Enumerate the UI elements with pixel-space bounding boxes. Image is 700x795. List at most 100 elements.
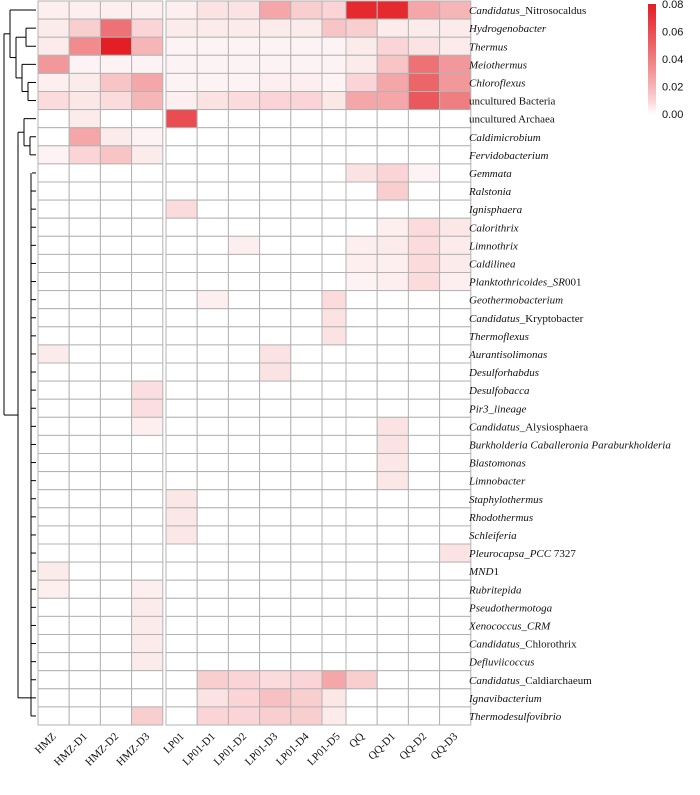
heatmap-cell <box>196 163 229 183</box>
heatmap-cell <box>165 127 198 147</box>
row-label: Caldilinea <box>469 258 516 270</box>
heatmap-cell <box>196 0 229 20</box>
heatmap-cell <box>37 326 70 346</box>
heatmap-cell <box>99 380 133 400</box>
heatmap-cell <box>290 145 323 165</box>
heatmap-cell <box>290 0 323 20</box>
row-label: Thermus <box>469 41 508 53</box>
heatmap-cell <box>131 18 164 38</box>
heatmap-cell <box>227 272 261 292</box>
heatmap-cell <box>227 688 261 708</box>
heatmap-cell <box>131 489 164 509</box>
heatmap-cell <box>407 380 441 400</box>
heatmap-cell <box>376 380 409 400</box>
heatmap-cell <box>99 688 133 708</box>
heatmap-cell <box>99 453 133 473</box>
heatmap-cell <box>259 561 292 581</box>
heatmap-cell <box>68 670 101 690</box>
heatmap-cell <box>259 272 292 292</box>
row-label: Geothermobacterium <box>469 295 563 307</box>
heatmap-cells <box>37 0 472 726</box>
heatmap-cell <box>227 36 261 56</box>
heatmap-cell <box>345 290 378 310</box>
heatmap-cell <box>439 253 472 273</box>
heatmap-cell <box>131 507 164 527</box>
heatmap-cell <box>196 18 229 38</box>
heatmap-cell <box>165 145 198 165</box>
heatmap-cell <box>99 434 133 454</box>
heatmap-cell <box>439 163 472 183</box>
heatmap-cell <box>131 145 164 165</box>
heatmap-cell <box>37 489 70 509</box>
heatmap-cell <box>131 615 164 636</box>
heatmap-cell <box>407 0 441 20</box>
heatmap-cell <box>37 434 70 454</box>
heatmap-cell <box>227 380 261 400</box>
heatmap-cell <box>376 688 409 708</box>
heatmap-cell <box>407 561 441 581</box>
heatmap-cell <box>37 344 70 364</box>
legend-tick-label: 0.02 <box>662 82 683 94</box>
heatmap-cell <box>99 362 133 382</box>
heatmap-cell <box>99 91 133 111</box>
heatmap-cell <box>290 615 323 636</box>
heatmap-cell <box>345 272 378 292</box>
heatmap-cell <box>259 36 292 56</box>
heatmap-cell <box>345 579 378 599</box>
heatmap-cell <box>68 181 101 201</box>
heatmap-cell <box>439 398 472 418</box>
heatmap-cell <box>259 18 292 38</box>
heatmap-cell <box>345 199 378 219</box>
heatmap-cell <box>99 507 133 527</box>
heatmap-cell <box>259 145 292 165</box>
heatmap-cell <box>259 434 292 454</box>
row-label: Planktothricoides_SR001 <box>468 277 581 289</box>
column-label: QQ <box>347 731 367 751</box>
heatmap-cell <box>345 615 378 636</box>
heatmap-cell <box>131 434 164 454</box>
heatmap-cell <box>345 688 378 708</box>
heatmap-cell <box>407 398 441 418</box>
heatmap-cell <box>407 706 441 726</box>
row-label: Staphylothermus <box>469 494 543 506</box>
heatmap-cell <box>407 434 441 454</box>
heatmap-cell <box>439 290 472 310</box>
heatmap-cell <box>165 615 198 636</box>
heatmap-cell <box>37 688 70 708</box>
row-label: Pseudothermotoga <box>468 602 553 614</box>
legend-tick-label: 0.08 <box>662 0 683 11</box>
heatmap-cell <box>227 235 261 255</box>
heatmap-cell <box>376 489 409 509</box>
heatmap-cell <box>227 525 261 545</box>
heatmap-cell <box>131 543 164 563</box>
heatmap-cell <box>439 91 472 111</box>
heatmap-cell <box>259 380 292 400</box>
column-label: LP01-D2 <box>212 731 249 768</box>
heatmap-cell <box>345 416 378 436</box>
heatmap-cell <box>68 380 101 400</box>
heatmap-cell <box>259 326 292 346</box>
heatmap-cell <box>131 109 164 129</box>
heatmap-cell <box>227 434 261 454</box>
heatmap-cell <box>290 525 323 545</box>
heatmap-cell <box>227 652 261 672</box>
heatmap-cell <box>345 145 378 165</box>
heatmap-cell <box>37 507 70 527</box>
heatmap-cell <box>290 634 323 654</box>
legend-tick-label: 0.00 <box>662 109 683 121</box>
heatmap-cell <box>345 706 378 726</box>
heatmap-cell <box>290 398 323 418</box>
heatmap-cell <box>99 326 133 346</box>
heatmap-cell <box>439 326 472 346</box>
heatmap-cell <box>290 308 323 328</box>
row-label: Ralstonia <box>468 186 512 198</box>
heatmap-cell <box>290 217 323 237</box>
heatmap-cell <box>196 308 229 328</box>
heatmap-cell <box>290 199 323 219</box>
heatmap-cell <box>345 217 378 237</box>
heatmap-cell <box>407 54 441 74</box>
row-label: Gemmata <box>469 168 512 180</box>
heatmap-cell <box>68 308 101 328</box>
heatmap-cell <box>165 290 198 310</box>
